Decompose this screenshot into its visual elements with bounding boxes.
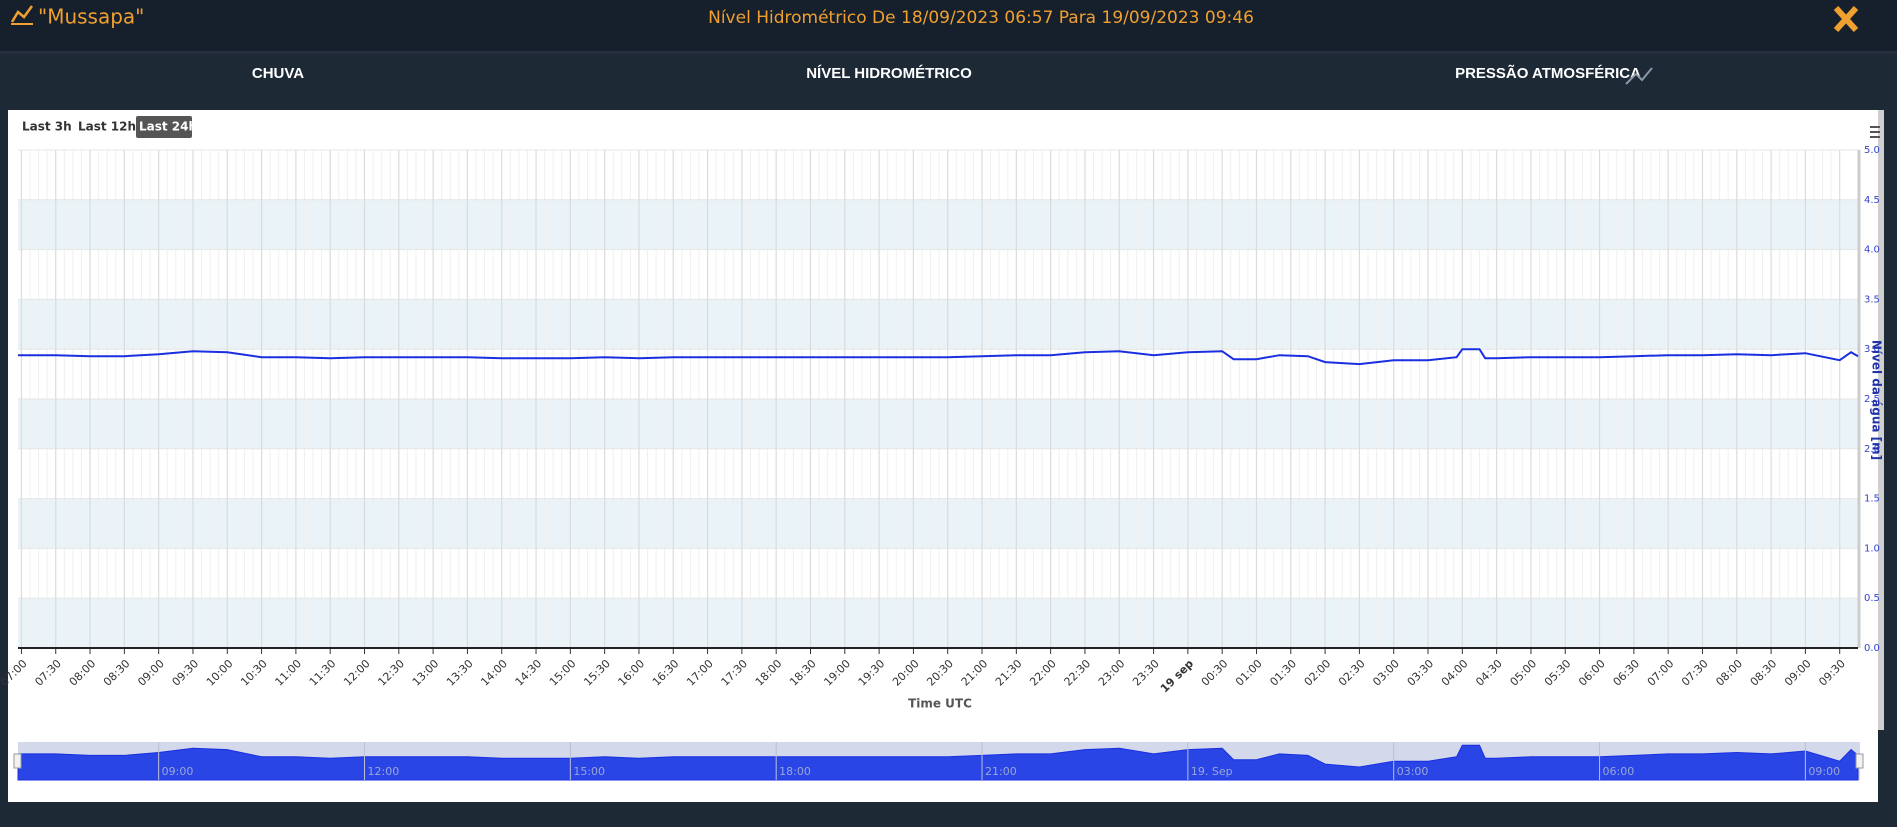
chart-icon xyxy=(10,5,34,23)
data-line xyxy=(18,348,1859,366)
range-button[interactable]: Last 12h xyxy=(78,120,136,134)
tab[interactable]: PRESSÃO ATMOSFÉRICA xyxy=(1455,64,1641,82)
chart-menu[interactable] xyxy=(1870,126,1880,138)
y-tick-label: 2.0 xyxy=(1864,444,1880,455)
navigator-tick-label: 21:00 xyxy=(985,765,1017,778)
plot-band xyxy=(18,199,1858,250)
close-button[interactable] xyxy=(1833,5,1859,33)
plot-band xyxy=(18,498,1858,549)
plot-band xyxy=(18,598,1858,648)
window-subtitle: Nível Hidrométrico De 18/09/2023 06:57 P… xyxy=(708,8,1254,28)
navigator-tick-label: 09:00 xyxy=(1808,765,1840,778)
navigator-tick-label: 19. Sep xyxy=(1191,765,1233,778)
y-tick-label: 5.0 xyxy=(1864,145,1880,156)
y-tick-label: 1.5 xyxy=(1864,494,1880,505)
navigator-handle[interactable] xyxy=(1855,753,1864,769)
y-tick-label: 0.5 xyxy=(1864,593,1880,604)
y-tick-label: 1.0 xyxy=(1864,543,1880,554)
navigator-handle[interactable] xyxy=(13,753,22,769)
range-button-bg[interactable] xyxy=(136,116,192,138)
navigator-tick-label: 12:00 xyxy=(368,765,400,778)
tab[interactable]: NÍVEL HIDROMÉTRICO xyxy=(806,65,972,82)
y-tick-label: 0.0 xyxy=(1864,643,1880,654)
y-tick-label: 2.5 xyxy=(1864,394,1880,405)
menu-icon[interactable] xyxy=(1870,136,1880,138)
navigator-tick-label: 03:00 xyxy=(1397,765,1429,778)
navigator-area xyxy=(17,744,1859,781)
y-tick-label: 3.5 xyxy=(1864,294,1880,305)
header-bar xyxy=(0,0,1897,52)
range-button[interactable]: Last 24h xyxy=(139,120,197,134)
plot-band xyxy=(18,299,1858,350)
y-axis-title: Nível da água [m] xyxy=(1870,340,1884,460)
range-button[interactable]: Last 3h xyxy=(22,120,72,134)
menu-icon[interactable] xyxy=(1870,131,1880,133)
y-tick-label: 3.0 xyxy=(1864,344,1880,355)
window-title: "Mussapa" xyxy=(38,5,144,29)
close-icon[interactable] xyxy=(1833,5,1859,33)
navigator-tick-label: 09:00 xyxy=(162,765,194,778)
y-tick-label: 4.0 xyxy=(1864,245,1880,256)
y-tick-label: 4.5 xyxy=(1864,195,1880,206)
tab[interactable]: CHUVA xyxy=(252,65,304,82)
plot-band xyxy=(18,399,1858,449)
menu-icon[interactable] xyxy=(1870,126,1880,128)
navigator-tick-label: 18:00 xyxy=(779,765,811,778)
scrollbar xyxy=(1878,110,1884,730)
navigator-tick-label: 15:00 xyxy=(573,765,605,778)
navigator-tick-label: 06:00 xyxy=(1603,765,1635,778)
tab-icon xyxy=(1625,67,1653,85)
x-axis-title: Time UTC xyxy=(908,697,972,711)
